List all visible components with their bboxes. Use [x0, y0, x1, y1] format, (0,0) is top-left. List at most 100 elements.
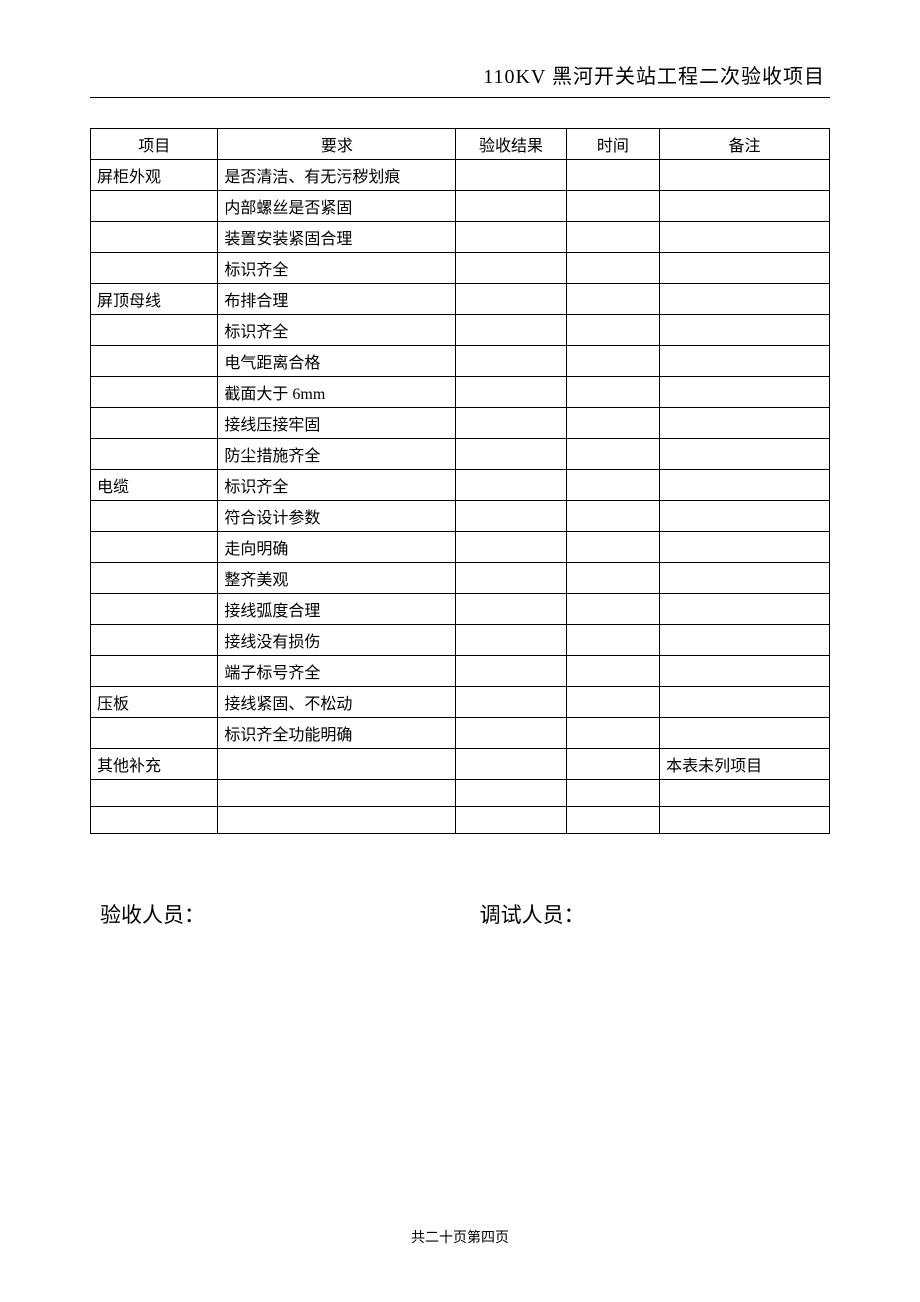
page-footer: 共二十页第四页 [0, 1227, 920, 1247]
signature-tester: 调试人员： [480, 899, 830, 929]
cell: 接线弧度合理 [218, 594, 456, 625]
cell [660, 408, 830, 439]
cell: 本表未列项目 [660, 749, 830, 780]
cell [91, 563, 218, 594]
cell: 电缆 [91, 470, 218, 501]
cell [456, 346, 566, 377]
cell: 其他补充 [91, 749, 218, 780]
col-header-remark: 备注 [660, 129, 830, 160]
cell: 接线紧固、不松动 [218, 687, 456, 718]
cell [660, 284, 830, 315]
cell [660, 315, 830, 346]
table-row: 标识齐全功能明确 [91, 718, 830, 749]
table-row: 端子标号齐全 [91, 656, 830, 687]
cell [566, 284, 659, 315]
cell [91, 408, 218, 439]
page-container: 110KV 黑河开关站工程二次验收项目 项目 要求 验收结果 时间 备注 屏柜外… [0, 0, 920, 929]
table-row: 符合设计参数 [91, 501, 830, 532]
cell [91, 780, 218, 807]
table-row: 接线没有损伤 [91, 625, 830, 656]
cell [660, 222, 830, 253]
cell [456, 656, 566, 687]
cell [456, 470, 566, 501]
cell [91, 501, 218, 532]
cell [456, 749, 566, 780]
cell [456, 191, 566, 222]
cell [456, 253, 566, 284]
table-row: 整齐美观 [91, 563, 830, 594]
cell [456, 160, 566, 191]
cell: 符合设计参数 [218, 501, 456, 532]
cell [456, 807, 566, 834]
header-divider [90, 97, 830, 98]
cell: 标识齐全 [218, 315, 456, 346]
cell [456, 718, 566, 749]
cell [566, 807, 659, 834]
cell [660, 346, 830, 377]
cell [91, 253, 218, 284]
cell [566, 656, 659, 687]
cell [660, 191, 830, 222]
table-row: 标识齐全 [91, 315, 830, 346]
cell [91, 656, 218, 687]
page-title: 110KV 黑河开关站工程二次验收项目 [90, 60, 830, 97]
table-row: 内部螺丝是否紧固 [91, 191, 830, 222]
signature-inspector: 验收人员： [100, 899, 480, 929]
table-row [91, 780, 830, 807]
table-row: 电气距离合格 [91, 346, 830, 377]
cell [566, 687, 659, 718]
cell [91, 807, 218, 834]
cell: 装置安装紧固合理 [218, 222, 456, 253]
table-row: 屏柜外观是否清洁、有无污秽划痕 [91, 160, 830, 191]
cell [218, 807, 456, 834]
cell [660, 807, 830, 834]
col-header-time: 时间 [566, 129, 659, 160]
cell [91, 718, 218, 749]
cell: 电气距离合格 [218, 346, 456, 377]
cell [660, 470, 830, 501]
cell: 内部螺丝是否紧固 [218, 191, 456, 222]
cell [218, 749, 456, 780]
table-row: 标识齐全 [91, 253, 830, 284]
cell: 接线压接牢固 [218, 408, 456, 439]
cell [456, 439, 566, 470]
cell [566, 315, 659, 346]
cell [91, 191, 218, 222]
cell: 走向明确 [218, 532, 456, 563]
cell: 屏柜外观 [91, 160, 218, 191]
cell: 压板 [91, 687, 218, 718]
col-header-project: 项目 [91, 129, 218, 160]
cell [91, 439, 218, 470]
col-header-requirement: 要求 [218, 129, 456, 160]
table-row [91, 807, 830, 834]
table-row: 接线压接牢固 [91, 408, 830, 439]
cell [660, 532, 830, 563]
cell [456, 687, 566, 718]
cell [566, 253, 659, 284]
cell [456, 563, 566, 594]
cell [456, 315, 566, 346]
cell: 是否清洁、有无污秽划痕 [218, 160, 456, 191]
cell [456, 594, 566, 625]
cell [456, 532, 566, 563]
cell [566, 439, 659, 470]
cell [566, 377, 659, 408]
cell [660, 625, 830, 656]
table-row: 接线弧度合理 [91, 594, 830, 625]
cell [660, 594, 830, 625]
cell: 标识齐全功能明确 [218, 718, 456, 749]
cell: 标识齐全 [218, 253, 456, 284]
cell [456, 625, 566, 656]
cell [660, 718, 830, 749]
cell [91, 377, 218, 408]
cell [456, 501, 566, 532]
cell [566, 718, 659, 749]
cell [660, 656, 830, 687]
cell [566, 563, 659, 594]
cell [660, 687, 830, 718]
cell: 标识齐全 [218, 470, 456, 501]
table-row: 走向明确 [91, 532, 830, 563]
cell [566, 501, 659, 532]
cell [456, 284, 566, 315]
cell: 截面大于 6mm [218, 377, 456, 408]
